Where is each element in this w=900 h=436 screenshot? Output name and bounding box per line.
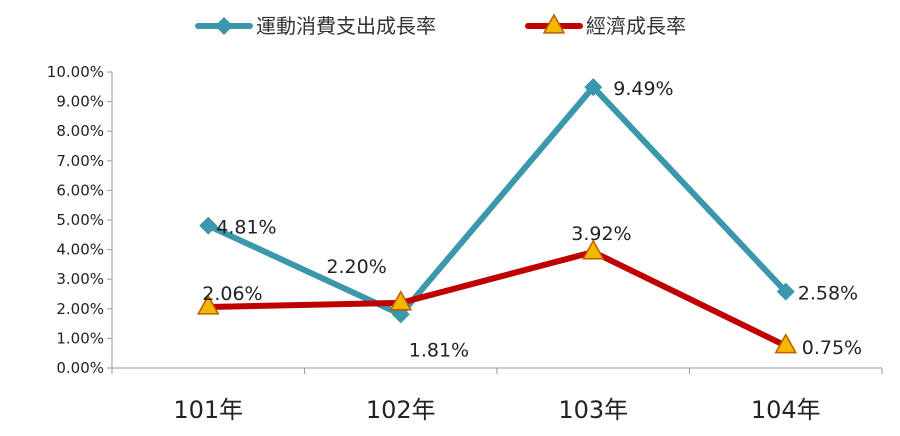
y-tick-label: 8.00%	[56, 122, 104, 140]
y-tick-label: 2.00%	[56, 300, 104, 318]
axes: 0.00% 1.00% 2.00% 3.00% 4.00% 5.00% 6.00% 7.00%…	[47, 63, 883, 424]
series-group	[196, 78, 798, 354]
x-category-label: 103年	[558, 396, 628, 424]
x-category-label: 102年	[366, 396, 436, 424]
data-label: 3.92%	[571, 223, 631, 245]
data-labels: 4.81% 1.81% 9.49% 2.58% 2.06% 2.20% 3.92% 0.75%	[202, 78, 862, 361]
series-2-point	[389, 290, 413, 311]
data-label: 2.20%	[326, 256, 386, 278]
data-label: 2.58%	[798, 283, 858, 305]
legend-marker-1	[215, 17, 233, 35]
series-2-point	[774, 333, 798, 354]
series-2-point	[196, 294, 220, 315]
series-1-point	[776, 282, 795, 301]
data-label: 1.81%	[409, 339, 469, 361]
y-tick-label: 6.00%	[56, 181, 104, 199]
y-tick-label: 3.00%	[56, 270, 104, 288]
series-1-point	[199, 216, 218, 235]
y-tick-label: 10.00%	[47, 63, 104, 81]
series-line-1	[205, 84, 789, 318]
data-label: 4.81%	[216, 217, 276, 239]
legend-label-1: 運動消費支出成長率	[256, 14, 436, 38]
data-label: 0.75%	[802, 337, 862, 359]
data-label: 2.06%	[202, 283, 262, 305]
series-1-point	[584, 78, 603, 97]
x-category-label: 101年	[173, 396, 243, 424]
legend-label-2: 經濟成長率	[586, 14, 686, 38]
series-line-2	[205, 248, 789, 349]
y-tick-label: 5.00%	[56, 211, 104, 229]
x-category-label: 104年	[751, 396, 821, 424]
y-tick-label: 4.00%	[56, 241, 104, 259]
legend: 運動消費支出成長率 經濟成長率	[195, 13, 686, 38]
y-tick-label: 9.00%	[56, 93, 104, 111]
y-tick-label: 7.00%	[56, 152, 104, 170]
y-tick-label: 0.00%	[56, 359, 104, 377]
y-tick-label: 1.00%	[56, 329, 104, 347]
series-2-point	[581, 239, 605, 260]
legend-marker-2	[542, 13, 566, 34]
data-label: 9.49%	[613, 78, 673, 100]
